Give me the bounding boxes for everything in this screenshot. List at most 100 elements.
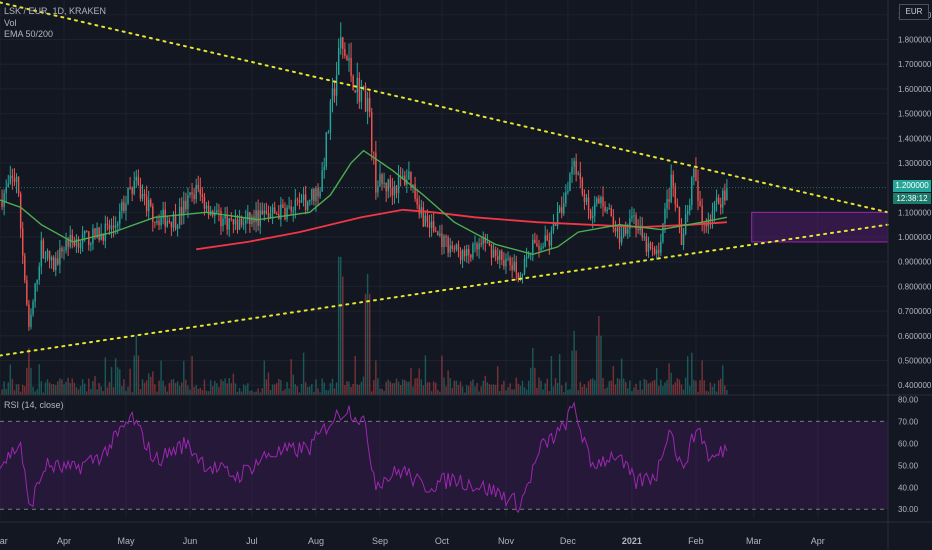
candle-down — [410, 171, 412, 189]
time-tick-label: Jun — [183, 536, 198, 546]
candle-down — [201, 194, 204, 197]
volume-legend[interactable]: Vol — [4, 18, 17, 28]
volume-bar — [608, 381, 610, 395]
candle-up — [104, 223, 107, 241]
volume-bar — [325, 390, 328, 395]
candle-up — [616, 227, 619, 232]
candle-up — [65, 239, 67, 251]
volume-bar — [311, 384, 313, 395]
candle-up — [689, 205, 691, 211]
candle-down — [257, 210, 259, 226]
price-tick-label: 1.800000 — [898, 36, 932, 45]
volume-bar — [302, 352, 305, 395]
candle-up — [292, 210, 294, 212]
volume-bar — [511, 389, 513, 395]
candle-up — [234, 219, 237, 225]
candle-up — [40, 240, 43, 267]
candle-down — [459, 250, 462, 260]
volume-bar — [317, 388, 319, 395]
volume-bar — [488, 384, 491, 395]
candle-down — [560, 207, 563, 214]
candle-down — [676, 204, 679, 208]
volume-bar — [348, 381, 350, 395]
candle-up — [660, 241, 662, 253]
rsi-legend[interactable]: RSI (14, close) — [4, 400, 64, 410]
candle-up — [563, 203, 565, 214]
volume-bar — [116, 367, 119, 395]
candle-down — [26, 280, 28, 305]
volume-bar — [550, 356, 553, 395]
volume-bar — [147, 373, 150, 395]
candle-up — [34, 283, 36, 302]
volume-bar — [67, 377, 69, 395]
candle-down — [185, 200, 187, 210]
volume-bar — [106, 387, 109, 395]
candle-down — [614, 228, 617, 232]
volume-bar — [352, 383, 354, 395]
volume-bar — [30, 367, 32, 395]
candle-up — [499, 251, 501, 260]
candle-up — [327, 132, 330, 134]
volume-bar — [715, 391, 718, 395]
currency-button[interactable]: EUR — [899, 4, 929, 20]
volume-bar — [191, 355, 193, 395]
candle-up — [633, 215, 635, 217]
volume-bar — [100, 386, 102, 395]
candle-down — [651, 248, 654, 250]
volume-bar — [515, 377, 518, 395]
price-tick-label: 1.700000 — [898, 60, 932, 69]
volume-bar — [447, 370, 449, 395]
candle-down — [724, 190, 726, 201]
candle-up — [377, 186, 379, 193]
volume-bar — [393, 382, 396, 395]
volume-bar — [404, 379, 406, 395]
candle-up — [156, 220, 158, 223]
volume-bar — [583, 384, 586, 395]
volume-bar — [127, 386, 129, 395]
volume-bar — [139, 389, 142, 395]
candle-up — [521, 273, 524, 276]
volume-bar — [395, 378, 398, 395]
volume-bar — [455, 380, 458, 395]
candle-up — [50, 257, 53, 261]
volume-bar — [46, 379, 49, 395]
volume-bar — [123, 379, 125, 395]
volume-bar — [131, 392, 133, 395]
volume-bar — [602, 377, 604, 395]
candle-up — [228, 218, 230, 230]
volume-bar — [635, 383, 637, 395]
volume-bar — [724, 385, 726, 395]
volume-bar — [684, 377, 687, 395]
volume-bar — [499, 391, 501, 395]
volume-bar — [379, 388, 381, 395]
volume-bar — [422, 385, 425, 395]
symbol-title[interactable]: LSK / EUR, 1D, KRAKEN — [4, 6, 107, 16]
volume-bar — [525, 389, 528, 395]
candle-up — [666, 199, 668, 209]
candle-down — [342, 37, 344, 49]
candle-down — [19, 193, 22, 229]
volume-bar — [195, 385, 197, 395]
volume-bar — [110, 367, 113, 395]
candle-down — [373, 151, 375, 153]
ema-legend[interactable]: EMA 50/200 — [4, 29, 54, 39]
volume-bar — [119, 369, 121, 395]
volume-bar — [437, 389, 439, 395]
candle-down — [447, 237, 449, 253]
volume-bar — [647, 383, 650, 395]
volume-bar — [48, 382, 51, 395]
volume-bar — [183, 360, 185, 395]
candle-down — [370, 112, 373, 152]
volume-bar — [63, 384, 65, 395]
volume-bar — [596, 335, 598, 395]
candle-up — [187, 195, 189, 210]
volume-bar — [222, 381, 224, 395]
volume-bar — [435, 382, 437, 395]
trendlines — [0, 1, 889, 357]
volume-bar — [211, 386, 214, 395]
volume-bar — [478, 391, 480, 395]
candle-down — [191, 192, 193, 195]
volume-bar — [164, 386, 166, 395]
volume-bar — [655, 368, 658, 395]
